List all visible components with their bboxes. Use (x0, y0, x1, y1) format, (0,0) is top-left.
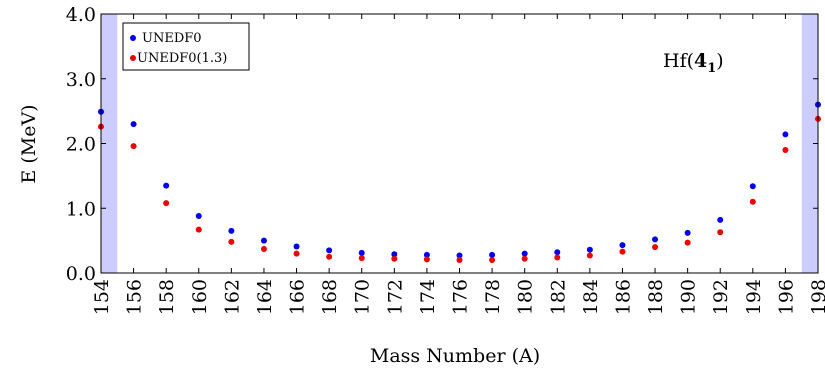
x-tick-label: 168 (319, 279, 341, 315)
y-axis-label: E (MeV) (18, 104, 40, 183)
data-point-series-0 (619, 242, 626, 249)
x-tick-label: 182 (547, 279, 569, 315)
data-point-series-0 (423, 251, 430, 258)
x-tick-label: 178 (482, 279, 504, 315)
x-axis-label: Mass Number (A) (370, 345, 540, 367)
x-tick-label: 190 (678, 279, 700, 315)
x-tick-label: 196 (775, 279, 797, 315)
data-point-series-1 (130, 143, 137, 150)
data-point-series-0 (228, 227, 235, 234)
data-point-series-0 (293, 243, 300, 250)
x-tick-label: 192 (710, 279, 732, 315)
data-point-series-1 (456, 257, 463, 264)
x-tick-label: 174 (417, 279, 439, 315)
data-point-series-0 (391, 251, 398, 258)
data-point-series-1 (684, 239, 691, 246)
data-point-series-0 (586, 246, 593, 253)
y-tick-label: 1.0 (66, 198, 96, 220)
data-point-series-1 (782, 146, 789, 153)
data-point-series-1 (163, 200, 170, 207)
data-point-series-0 (749, 183, 756, 190)
data-point-series-1 (293, 250, 300, 257)
x-tick-label: 172 (384, 279, 406, 315)
legend-label-unedf0-1-3: UNEDF0(1.3) (137, 51, 227, 66)
x-tick-label: 184 (580, 279, 602, 315)
x-tick-label: 164 (254, 279, 276, 315)
x-tick-label: 160 (189, 279, 211, 315)
data-point-series-1 (260, 246, 267, 253)
legend: UNEDF0 UNEDF0(1.3) (122, 22, 250, 71)
data-point-series-1 (326, 253, 333, 260)
data-points (98, 101, 821, 264)
data-point-series-1 (358, 255, 365, 262)
y-tick-labels: 0.0 1.0 2.0 3.0 4.0 (66, 4, 96, 285)
data-point-series-0 (684, 229, 691, 236)
data-point-series-1 (749, 198, 756, 205)
data-point-series-1 (619, 248, 626, 255)
x-tick-label: 188 (645, 279, 667, 315)
data-point-series-0 (782, 131, 789, 138)
data-point-series-0 (130, 121, 137, 128)
data-point-series-0 (456, 252, 463, 259)
x-tick-label: 198 (808, 279, 825, 315)
annotation-label: Hf(41) (663, 50, 724, 76)
data-point-series-1 (391, 255, 398, 262)
data-point-series-0 (326, 247, 333, 254)
y-tick-label: 3.0 (66, 69, 96, 91)
x-tick-label: 170 (352, 279, 374, 315)
y-tick-label: 0.0 (66, 263, 96, 285)
data-point-series-1 (586, 252, 593, 259)
data-point-series-1 (423, 256, 430, 263)
x-tick-label: 156 (124, 279, 146, 315)
data-point-series-1 (228, 238, 235, 245)
data-point-series-1 (717, 229, 724, 236)
data-point-series-0 (163, 182, 170, 189)
data-point-series-1 (652, 244, 659, 251)
legend-marker-unedf0-1-3 (130, 55, 136, 61)
x-tick-labels: 154 156 158 160 162 164 166 168 170 172 174 176 178 1… (91, 279, 825, 315)
data-point-series-0 (717, 216, 724, 223)
legend-marker-unedf0 (130, 35, 136, 41)
x-tick-label: 186 (612, 279, 634, 315)
x-tick-label: 194 (743, 279, 765, 315)
data-point-series-0 (195, 213, 202, 220)
legend-label-unedf0: UNEDF0 (142, 31, 202, 46)
legend-box (122, 22, 250, 71)
data-point-series-0 (358, 249, 365, 256)
y-tick-label: 2.0 (66, 134, 96, 156)
data-point-series-0 (652, 236, 659, 243)
data-point-series-1 (521, 255, 528, 262)
x-tick-label: 154 (91, 279, 113, 315)
x-tick-label: 166 (287, 279, 309, 315)
data-point-series-0 (489, 251, 496, 258)
data-point-series-0 (260, 237, 267, 244)
data-point-series-1 (489, 257, 496, 264)
plot-frame (100, 13, 819, 274)
x-tick-label: 158 (156, 279, 178, 315)
y-tick-label: 4.0 (66, 4, 96, 26)
data-point-series-1 (554, 254, 561, 261)
x-tick-label: 180 (515, 279, 537, 315)
data-point-series-0 (521, 250, 528, 257)
data-point-series-1 (195, 226, 202, 233)
x-tick-label: 162 (221, 279, 243, 315)
data-point-series-0 (554, 249, 561, 256)
x-tick-label: 176 (450, 279, 472, 315)
